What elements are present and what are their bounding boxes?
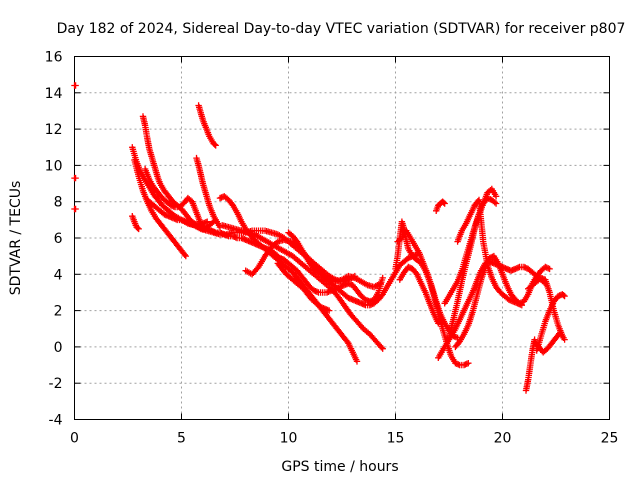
series-sat-y — [454, 196, 525, 309]
data-point-markers — [71, 82, 79, 89]
axis-ticks: 0 5 10 15 20 25 -4 -2 0 2 4 6 8 10 12 14 16 — [45, 50, 619, 447]
series-sat-j — [195, 102, 219, 149]
series-sat-m — [219, 222, 386, 352]
y-tick-label: 16 — [45, 50, 63, 66]
y-axis-label: SDTVAR / TECUs — [8, 181, 24, 296]
y-tick-label: 4 — [54, 267, 63, 283]
data-point-markers — [219, 222, 386, 352]
data-point-markers — [452, 252, 553, 351]
x-tick-label: 20 — [494, 431, 512, 447]
data-point-markers — [193, 154, 224, 231]
x-tick-label: 5 — [177, 431, 186, 447]
y-tick-label: 6 — [54, 231, 63, 247]
data-point-markers — [396, 263, 442, 327]
x-tick-label: 25 — [601, 431, 619, 447]
series-sat-f — [131, 156, 189, 260]
data-point-markers — [71, 174, 79, 182]
data-point-markers — [195, 102, 219, 149]
data-point-markers — [131, 156, 189, 260]
y-tick-label: -2 — [49, 376, 63, 392]
series-sat-c — [71, 205, 79, 213]
y-tick-label: -4 — [49, 413, 63, 429]
y-tick-label: 10 — [45, 158, 63, 174]
data-point-markers — [129, 213, 142, 233]
x-tick-label: 15 — [387, 431, 405, 447]
series-sat-b — [71, 174, 79, 182]
series-sat-aa — [525, 274, 566, 340]
y-tick-label: 8 — [54, 195, 63, 211]
data-point-markers — [433, 198, 448, 214]
series-sat-p — [285, 229, 421, 309]
series-sat-d — [129, 213, 142, 233]
series-sat-x — [452, 252, 553, 351]
series-sat-t — [433, 198, 448, 214]
x-tick-label: 0 — [70, 431, 79, 447]
y-tick-label: 0 — [54, 340, 63, 356]
chart-title: Day 182 of 2024, Sidereal Day-to-day VTE… — [57, 21, 626, 37]
series-sat-s — [396, 263, 442, 327]
series-sat-a — [71, 82, 79, 89]
series-sat-r — [394, 227, 461, 341]
data-points — [71, 82, 568, 394]
data-point-markers — [525, 274, 566, 340]
x-tick-label: 10 — [280, 431, 298, 447]
data-point-markers — [274, 260, 333, 314]
x-axis-label: GPS time / hours — [281, 459, 398, 475]
data-point-markers — [285, 229, 421, 309]
data-point-markers — [71, 205, 79, 213]
data-point-markers — [454, 196, 525, 309]
y-tick-label: 12 — [45, 122, 63, 138]
y-tick-label: 2 — [54, 304, 63, 320]
series-sat-k — [193, 154, 224, 231]
data-point-markers — [394, 227, 461, 341]
data-point-markers — [533, 291, 568, 354]
series-sat-ac — [533, 291, 568, 354]
y-tick-label: 14 — [45, 86, 63, 102]
series-sat-o — [274, 260, 333, 314]
